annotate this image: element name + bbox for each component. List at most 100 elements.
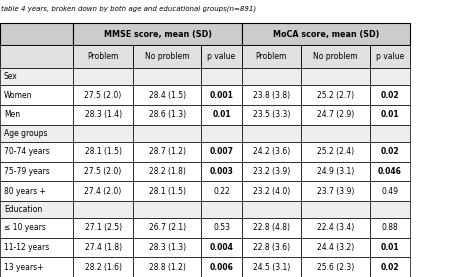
Bar bbox=[73, 257, 133, 277]
Text: 24.5 (3.1): 24.5 (3.1) bbox=[253, 263, 290, 272]
Text: 22.8 (4.8): 22.8 (4.8) bbox=[253, 224, 290, 232]
Text: 28.1 (1.5): 28.1 (1.5) bbox=[148, 186, 186, 196]
Bar bbox=[73, 201, 133, 218]
Text: 23.2 (4.0): 23.2 (4.0) bbox=[253, 186, 290, 196]
Bar bbox=[133, 85, 201, 105]
Bar bbox=[73, 218, 133, 238]
Text: 70-74 years: 70-74 years bbox=[4, 147, 50, 156]
Text: 24.4 (3.2): 24.4 (3.2) bbox=[317, 243, 354, 252]
Text: ≤ 10 years: ≤ 10 years bbox=[4, 224, 46, 232]
Bar bbox=[301, 68, 370, 85]
Bar bbox=[133, 181, 201, 201]
Bar bbox=[0, 201, 73, 218]
Bar bbox=[73, 161, 133, 181]
Bar bbox=[370, 161, 410, 181]
Text: 28.2 (1.6): 28.2 (1.6) bbox=[84, 263, 122, 272]
Bar bbox=[301, 257, 370, 277]
Bar bbox=[242, 181, 301, 201]
Bar bbox=[201, 45, 242, 68]
Bar bbox=[370, 201, 410, 218]
Text: Education: Education bbox=[4, 205, 42, 214]
Text: 26.7 (2.1): 26.7 (2.1) bbox=[148, 224, 186, 232]
Bar bbox=[0, 142, 73, 161]
Text: 27.4 (2.0): 27.4 (2.0) bbox=[84, 186, 122, 196]
Bar bbox=[73, 45, 133, 68]
Bar bbox=[133, 45, 201, 68]
Text: 80 years +: 80 years + bbox=[4, 186, 46, 196]
Text: 23.2 (3.9): 23.2 (3.9) bbox=[253, 167, 290, 176]
Text: 0.001: 0.001 bbox=[210, 91, 234, 100]
Bar bbox=[301, 45, 370, 68]
Bar bbox=[73, 85, 133, 105]
Text: 0.49: 0.49 bbox=[382, 186, 398, 196]
Bar bbox=[0, 257, 73, 277]
Text: 28.3 (1.3): 28.3 (1.3) bbox=[148, 243, 186, 252]
Text: MoCA score, mean (SD): MoCA score, mean (SD) bbox=[273, 30, 379, 39]
Bar bbox=[201, 218, 242, 238]
Text: 11-12 years: 11-12 years bbox=[4, 243, 49, 252]
Text: 0.007: 0.007 bbox=[210, 147, 234, 156]
Bar bbox=[0, 238, 73, 257]
Bar bbox=[301, 85, 370, 105]
Text: Problem: Problem bbox=[87, 52, 119, 61]
Bar bbox=[201, 161, 242, 181]
Text: 0.02: 0.02 bbox=[381, 147, 399, 156]
Bar bbox=[133, 105, 201, 125]
Bar bbox=[301, 218, 370, 238]
Text: 0.046: 0.046 bbox=[378, 167, 402, 176]
Text: Sex: Sex bbox=[4, 72, 18, 81]
Bar bbox=[301, 142, 370, 161]
Text: 28.4 (1.5): 28.4 (1.5) bbox=[148, 91, 186, 100]
Text: 27.5 (2.0): 27.5 (2.0) bbox=[84, 91, 122, 100]
Bar bbox=[133, 218, 201, 238]
Bar bbox=[133, 161, 201, 181]
Bar bbox=[133, 68, 201, 85]
Bar bbox=[301, 125, 370, 142]
Bar bbox=[370, 218, 410, 238]
Bar bbox=[242, 257, 301, 277]
Bar bbox=[0, 161, 73, 181]
Bar bbox=[0, 68, 73, 85]
Text: 28.2 (1.8): 28.2 (1.8) bbox=[149, 167, 185, 176]
Bar bbox=[73, 181, 133, 201]
Bar bbox=[242, 142, 301, 161]
Bar bbox=[201, 125, 242, 142]
Bar bbox=[242, 161, 301, 181]
Bar bbox=[201, 257, 242, 277]
Bar bbox=[301, 181, 370, 201]
Bar bbox=[0, 23, 73, 45]
Text: Men: Men bbox=[4, 111, 20, 119]
Text: 27.4 (1.8): 27.4 (1.8) bbox=[84, 243, 122, 252]
Text: 28.1 (1.5): 28.1 (1.5) bbox=[84, 147, 122, 156]
Bar bbox=[370, 105, 410, 125]
Bar bbox=[370, 181, 410, 201]
Text: 28.3 (1.4): 28.3 (1.4) bbox=[84, 111, 122, 119]
Text: 28.7 (1.2): 28.7 (1.2) bbox=[148, 147, 186, 156]
Text: 13 years+: 13 years+ bbox=[4, 263, 43, 272]
Text: 0.004: 0.004 bbox=[210, 243, 234, 252]
Text: table 4 years, broken down by both age and educational groups(n=891): table 4 years, broken down by both age a… bbox=[1, 5, 256, 12]
Bar bbox=[242, 238, 301, 257]
Text: p value: p value bbox=[376, 52, 404, 61]
Text: 24.2 (3.6): 24.2 (3.6) bbox=[253, 147, 290, 156]
Bar bbox=[73, 23, 242, 45]
Text: 24.7 (2.9): 24.7 (2.9) bbox=[317, 111, 354, 119]
Bar bbox=[370, 125, 410, 142]
Text: 0.003: 0.003 bbox=[210, 167, 234, 176]
Bar bbox=[242, 68, 301, 85]
Bar bbox=[133, 201, 201, 218]
Bar bbox=[73, 68, 133, 85]
Text: 0.02: 0.02 bbox=[381, 91, 399, 100]
Text: 22.8 (3.6): 22.8 (3.6) bbox=[253, 243, 290, 252]
Bar bbox=[370, 238, 410, 257]
Text: 28.6 (1.3): 28.6 (1.3) bbox=[148, 111, 186, 119]
Bar bbox=[201, 181, 242, 201]
Bar bbox=[73, 125, 133, 142]
Text: 25.2 (2.4): 25.2 (2.4) bbox=[317, 147, 354, 156]
Bar bbox=[242, 45, 301, 68]
Text: 27.1 (2.5): 27.1 (2.5) bbox=[84, 224, 122, 232]
Bar bbox=[201, 238, 242, 257]
Bar bbox=[301, 161, 370, 181]
Text: 25.2 (2.7): 25.2 (2.7) bbox=[317, 91, 354, 100]
Bar bbox=[133, 257, 201, 277]
